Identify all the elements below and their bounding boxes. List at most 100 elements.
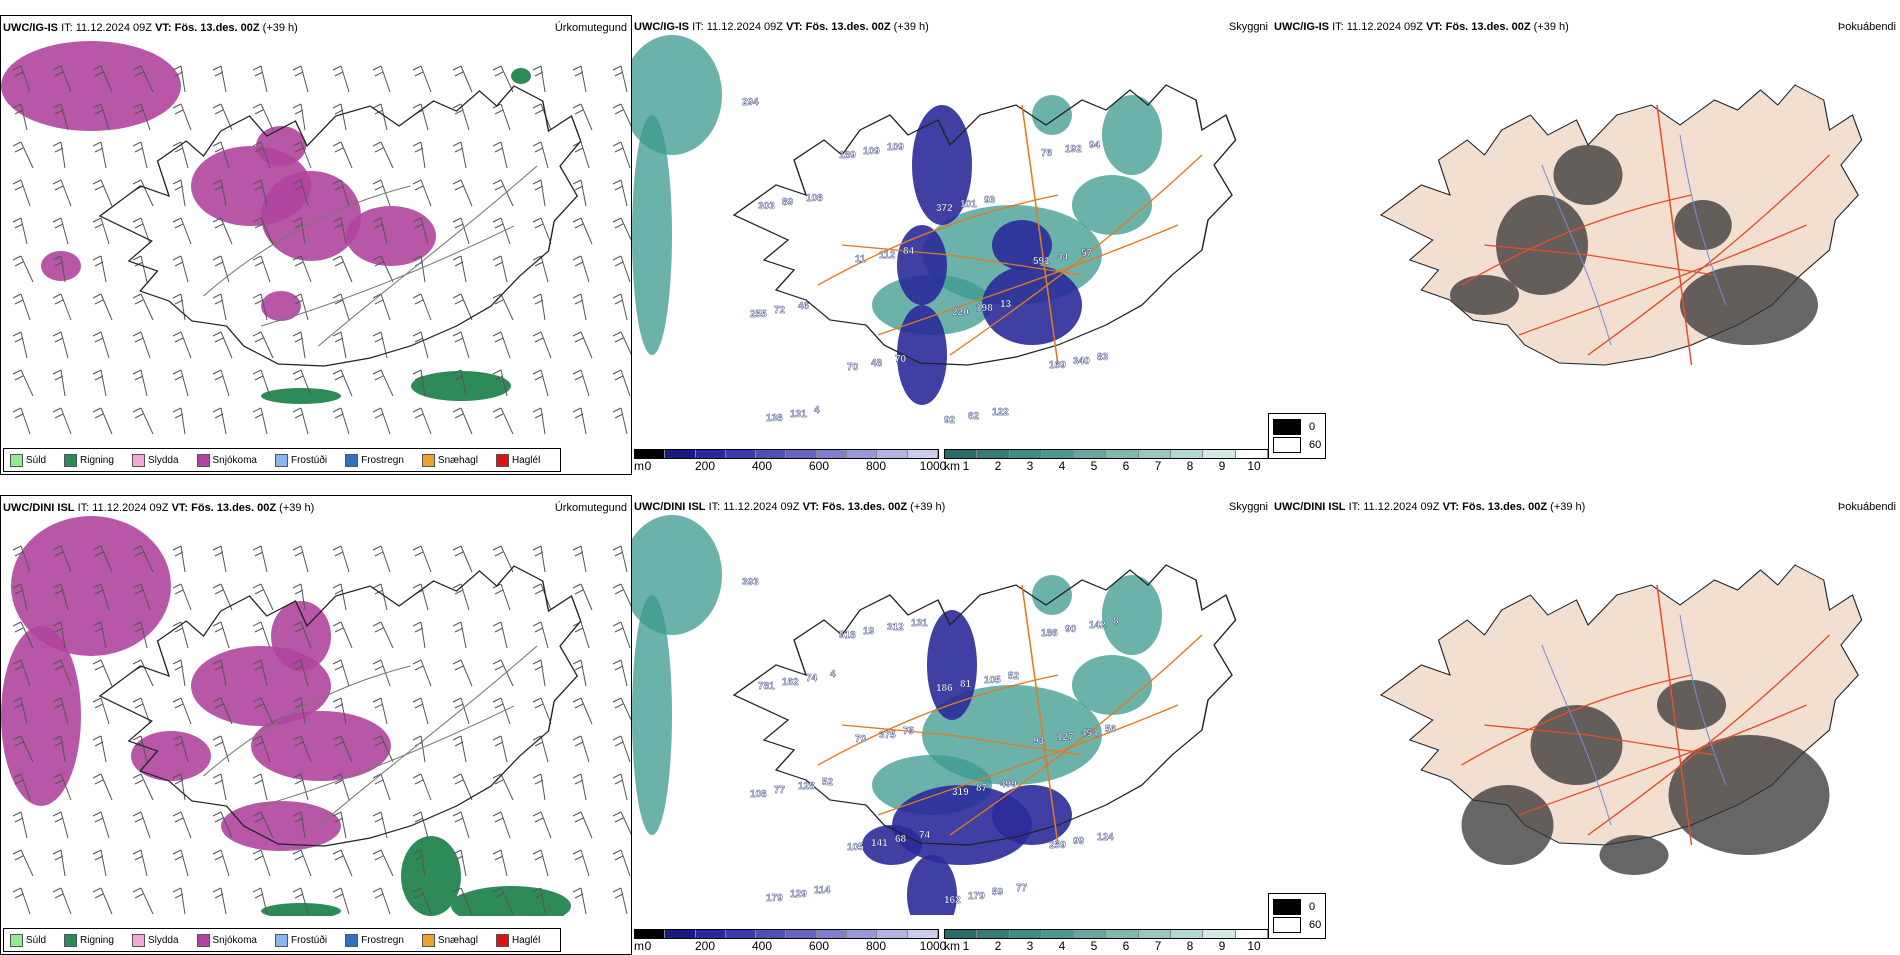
wind-barb bbox=[532, 849, 549, 877]
wind-barb bbox=[612, 697, 631, 721]
visibility-tick: 1 bbox=[962, 459, 970, 473]
wind-barb bbox=[492, 293, 514, 321]
wind-barb bbox=[492, 545, 514, 573]
legend-label: Frostúði bbox=[290, 454, 328, 466]
snow-area bbox=[271, 601, 331, 671]
wind-barb bbox=[292, 255, 312, 283]
wind-barb bbox=[492, 583, 511, 611]
legend-item: Slydda bbox=[131, 453, 179, 467]
legend-item: Haglél bbox=[495, 933, 540, 947]
snow-area bbox=[251, 711, 391, 781]
wind-barb bbox=[612, 887, 628, 915]
visibility-tick: 4 bbox=[1058, 459, 1066, 473]
legend-swatch bbox=[495, 453, 509, 467]
precip-it-value: 11.12.2024 09Z bbox=[92, 502, 169, 514]
wind-barb bbox=[12, 659, 31, 687]
wind-barb bbox=[12, 697, 28, 725]
wind-barb bbox=[172, 621, 189, 649]
wind-barb bbox=[372, 773, 391, 801]
wind-barb bbox=[132, 545, 154, 573]
ceiling-label: 70 bbox=[847, 362, 859, 373]
ceiling-label: 108 bbox=[806, 193, 823, 204]
roads bbox=[1461, 584, 1831, 846]
cloud-area bbox=[872, 275, 992, 335]
cloud-vt-label: VT: bbox=[786, 21, 803, 33]
wind-barb bbox=[572, 255, 590, 283]
wind-barb bbox=[532, 217, 552, 245]
ceiling-label: 44 bbox=[1057, 252, 1069, 263]
fog-key: 0 60 bbox=[1268, 413, 1327, 459]
roads bbox=[817, 584, 1203, 846]
visibility-tick: 6 bbox=[1122, 939, 1130, 953]
wind-barb bbox=[132, 103, 151, 131]
legend-swatch bbox=[131, 933, 145, 947]
legend-item: Slydda bbox=[131, 933, 179, 947]
wind-barb bbox=[412, 65, 432, 93]
wind-barb bbox=[532, 255, 549, 283]
cloud-model: UWC/DINI ISL bbox=[634, 501, 706, 513]
rain-area bbox=[511, 68, 531, 84]
rain-area bbox=[451, 886, 571, 916]
fog-lead: (+39 h) bbox=[1533, 21, 1569, 33]
wind-barb bbox=[252, 293, 268, 321]
wind-barb bbox=[52, 369, 66, 397]
wind-barb bbox=[332, 293, 350, 321]
ceiling-label: 169 bbox=[1049, 360, 1066, 371]
wind-barb bbox=[132, 811, 151, 839]
ceiling-label: 259 bbox=[1049, 840, 1066, 851]
wind-barb bbox=[372, 407, 391, 435]
ceiling-label: 109 bbox=[887, 142, 904, 153]
wind-barb bbox=[612, 811, 631, 835]
wind-barb bbox=[92, 217, 110, 245]
visibility-tick: 9 bbox=[1218, 459, 1226, 473]
wind-barb bbox=[92, 659, 113, 687]
ceiling-label: 372 bbox=[936, 203, 953, 214]
wind-barb bbox=[412, 659, 432, 687]
wind-barb bbox=[412, 331, 429, 359]
wind-barb bbox=[532, 697, 552, 725]
fog-area bbox=[1657, 680, 1726, 730]
wind-barb bbox=[92, 811, 110, 839]
fog-it-value: 11.12.2024 09Z bbox=[1346, 21, 1423, 33]
wind-barb bbox=[132, 849, 148, 877]
wind-barb bbox=[532, 621, 549, 649]
wind-barb bbox=[172, 773, 186, 801]
wind-barb bbox=[612, 369, 631, 397]
visibility-tick: 2 bbox=[994, 939, 1002, 953]
wind-barb bbox=[412, 103, 429, 131]
low-ceiling-area bbox=[992, 785, 1072, 845]
wind-barb bbox=[252, 103, 274, 131]
wind-barb bbox=[412, 697, 429, 725]
legend-swatch bbox=[274, 933, 288, 947]
ceiling-label: 129 bbox=[790, 889, 807, 900]
legend-item: Frostregn bbox=[345, 453, 404, 467]
precip-title: Úrkomutegund bbox=[554, 502, 627, 514]
wind-barb bbox=[132, 65, 154, 93]
wind-barb bbox=[492, 179, 514, 207]
wind-barb bbox=[572, 65, 587, 93]
wind-barb bbox=[12, 583, 28, 611]
wind-barb bbox=[52, 407, 72, 435]
fog-area bbox=[1496, 195, 1588, 295]
wind-barb bbox=[372, 545, 391, 573]
precip-legend: Súld Rigning Slydda Snjókoma Frostúði bbox=[3, 448, 562, 472]
ceiling-label: 46 bbox=[798, 301, 810, 312]
wind-barb bbox=[452, 811, 470, 839]
wind-barb bbox=[292, 773, 309, 801]
wind-barb bbox=[492, 887, 514, 915]
wind-barb bbox=[492, 811, 511, 839]
wind-barb bbox=[532, 811, 552, 839]
wind-barb bbox=[612, 773, 628, 801]
fog-area bbox=[1553, 145, 1623, 205]
wind-barb bbox=[292, 331, 306, 359]
wind-barb bbox=[172, 369, 189, 397]
fog-title: Þokuábendi bbox=[1837, 21, 1896, 33]
visibility-tick: 6 bbox=[1122, 459, 1130, 473]
wind-barb bbox=[132, 773, 154, 801]
snow-area bbox=[1, 41, 181, 131]
wind-barb bbox=[612, 331, 631, 355]
wind-barb bbox=[332, 407, 350, 435]
rain-area bbox=[261, 388, 341, 404]
ceiling-label: 70 bbox=[855, 734, 867, 745]
wind-barb bbox=[92, 621, 107, 649]
